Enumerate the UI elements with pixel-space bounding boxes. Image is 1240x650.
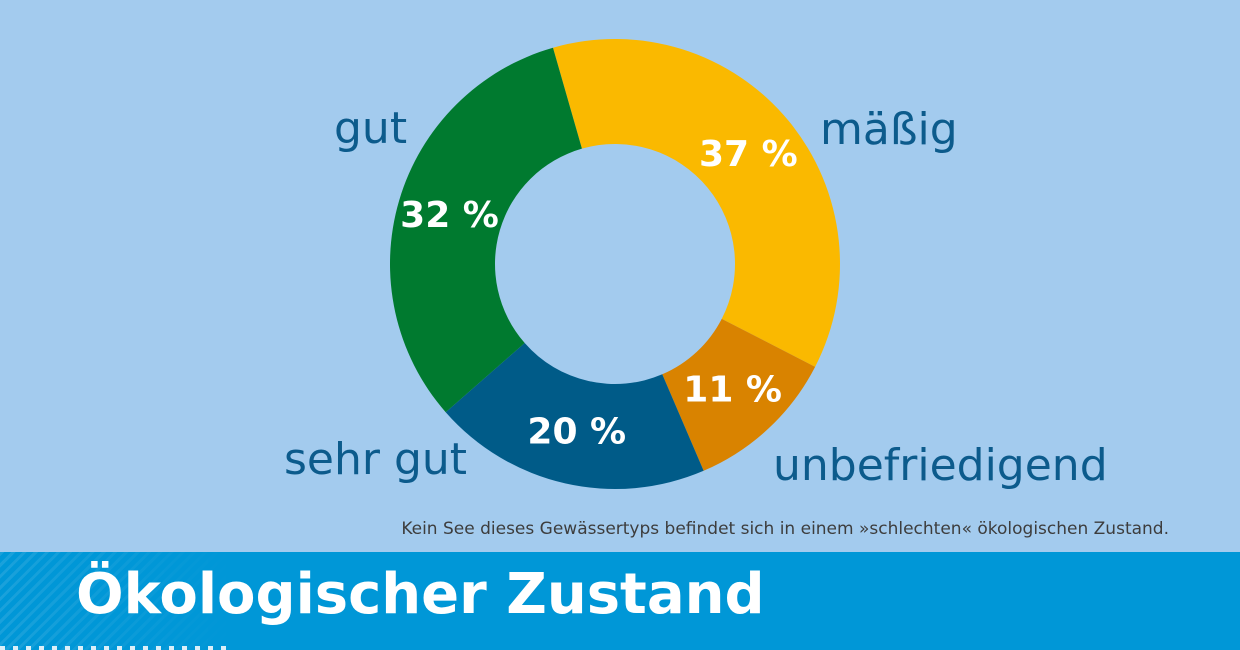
chart-area: 37 % 11 % 20 % 32 % mäßig unbefriedigend se… [284, 38, 1169, 539]
category-label-unbefriedigend: unbefriedigend [773, 440, 1108, 491]
category-label-maessig: mäßig [820, 104, 958, 155]
title-band: Ökologischer Zustand [0, 552, 1240, 650]
decorative-stripes [0, 552, 230, 650]
value-label-unbefriedigend: 11 % [683, 370, 782, 411]
category-label-gut: gut [334, 103, 408, 154]
donut-chart: 37 % 11 % 20 % 32 % [389, 38, 841, 490]
value-label-sehr-gut: 20 % [527, 412, 626, 453]
donut-slice-gut [389, 47, 582, 413]
decorative-dots [0, 646, 230, 650]
donut-slice-sehr-gut [445, 343, 704, 490]
value-label-gut: 32 % [400, 195, 499, 236]
category-label-sehr-gut: sehr gut [284, 434, 468, 485]
donut-slice-unbefriedigend [662, 318, 816, 471]
footnote: Kein See dieses Gewässertyps befindet si… [401, 519, 1169, 539]
chart-title: Ökologischer Zustand [76, 562, 765, 627]
donut-slice-maessig [552, 38, 841, 367]
value-label-maessig: 37 % [699, 134, 798, 175]
